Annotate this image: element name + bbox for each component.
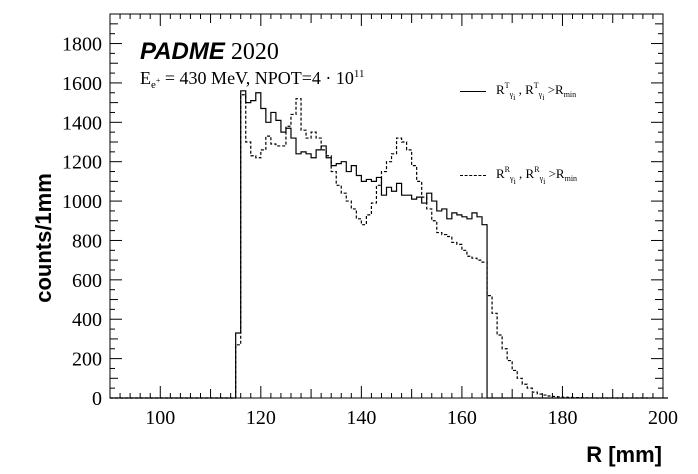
- x-tick-label: 200: [648, 407, 678, 429]
- beam-info: Ee+ = 430 MeV, NPOT=4 · 1011: [140, 68, 365, 91]
- y-tick-label: 1800: [62, 34, 102, 56]
- x-tick-label: 100: [145, 407, 175, 429]
- x-tick-label: 180: [547, 407, 577, 429]
- legend-entry-RT: RTγi , RTγi >Rmin: [460, 82, 576, 102]
- x-tick-label: 120: [246, 407, 276, 429]
- plot-frame: [109, 13, 664, 399]
- y-tick-label: 1000: [62, 191, 102, 213]
- histogram-R_T: [110, 90, 669, 399]
- y-axis-title: counts/1mm: [31, 173, 56, 303]
- experiment-label: PADME 2020: [140, 38, 279, 66]
- histogram-R_R: [110, 94, 648, 399]
- y-tick-label: 1200: [62, 152, 102, 174]
- x-axis-title: R [mm]: [586, 442, 662, 467]
- x-tick-label: 140: [346, 407, 376, 429]
- y-tick-label: 0: [92, 388, 102, 410]
- legend-entry-RR: RRγi , RRγi >Rmin: [460, 166, 577, 186]
- y-tick-label: 400: [72, 309, 102, 331]
- legend-dashed-line: [460, 174, 486, 176]
- y-tick-label: 1400: [62, 112, 102, 134]
- y-tick-label: 1600: [62, 73, 102, 95]
- y-tick-label: 600: [72, 270, 102, 292]
- legend-solid-line: [460, 90, 486, 92]
- experiment-year: 2020: [230, 39, 279, 65]
- y-tick-label: 800: [72, 230, 102, 252]
- y-tick-label: 200: [72, 349, 102, 371]
- x-tick-label: 160: [447, 407, 477, 429]
- experiment-name: PADME: [140, 38, 225, 65]
